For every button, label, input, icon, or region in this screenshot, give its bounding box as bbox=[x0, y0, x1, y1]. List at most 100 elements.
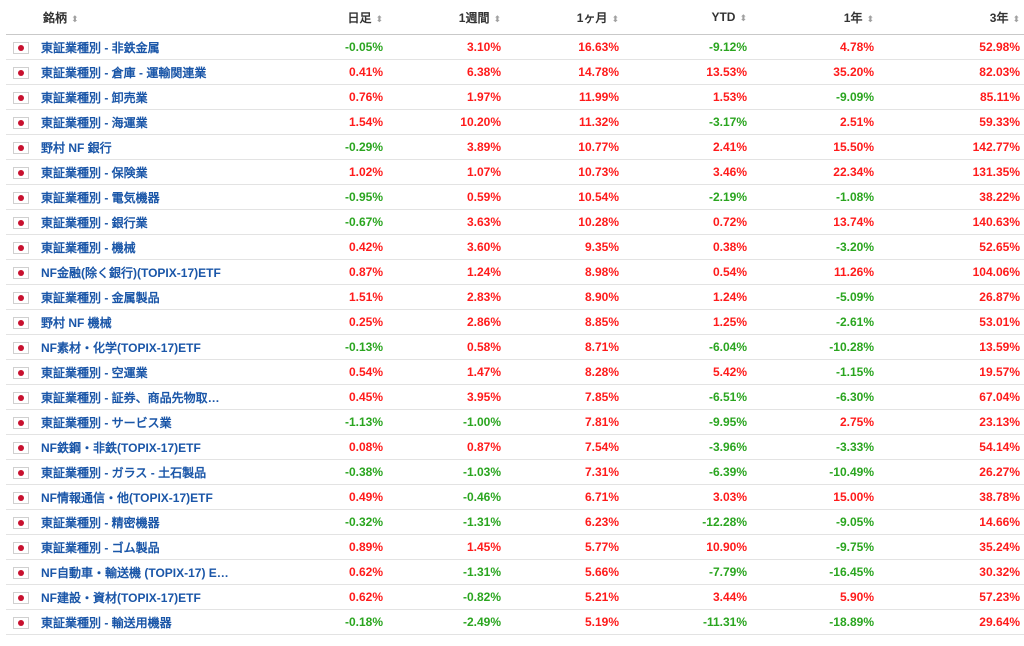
sort-icon[interactable]: ⬍ bbox=[375, 13, 383, 24]
cell-week: 6.38% bbox=[383, 59, 501, 85]
sort-icon[interactable]: ⬍ bbox=[739, 13, 747, 23]
japan-flag-icon bbox=[13, 191, 29, 204]
cell-1y: -9.75% bbox=[747, 534, 874, 560]
flag-cell bbox=[6, 334, 36, 360]
cell-ytd: -9.95% bbox=[619, 409, 747, 435]
flag-cell bbox=[6, 109, 36, 135]
column-header-week[interactable]: 1週間 ⬍ bbox=[383, 0, 501, 35]
instrument-link[interactable]: 東証業種別 - 空運業 bbox=[41, 365, 148, 380]
cell-3y: 53.01% bbox=[874, 309, 1024, 335]
instrument-link[interactable]: 東証業種別 - 非鉄金属 bbox=[41, 40, 160, 55]
instrument-link[interactable]: NF鉄鋼・非鉄(TOPIX-17)ETF bbox=[41, 440, 201, 455]
cell-ytd: -11.31% bbox=[619, 609, 747, 635]
cell-day: -0.13% bbox=[326, 334, 383, 360]
cell-name: NF建設・資材(TOPIX-17)ETF bbox=[36, 584, 326, 610]
japan-flag-icon bbox=[13, 516, 29, 529]
cell-day: 0.62% bbox=[326, 584, 383, 610]
cell-1y: -3.20% bbox=[747, 234, 874, 260]
flag-cell bbox=[6, 409, 36, 435]
table-row: 東証業種別 - サービス業 -1.13% -1.00% 7.81% -9.95% 2.75… bbox=[6, 409, 1024, 435]
instrument-link[interactable]: 東証業種別 - 精密機器 bbox=[41, 515, 160, 530]
instrument-link[interactable]: NF金融(除く銀行)(TOPIX-17)ETF bbox=[41, 265, 221, 280]
instrument-link[interactable]: 東証業種別 - 電気機器 bbox=[41, 190, 160, 205]
instrument-link[interactable]: NF自動車・輸送機 (TOPIX-17) E… bbox=[41, 565, 229, 580]
sort-icon[interactable]: ⬍ bbox=[866, 13, 874, 24]
cell-name: 東証業種別 - 保険業 bbox=[36, 159, 326, 185]
column-header-ytd[interactable]: YTD ⬍ bbox=[619, 0, 747, 35]
column-header-month[interactable]: 1ヶ月 ⬍ bbox=[501, 0, 619, 35]
cell-1y: -10.49% bbox=[747, 459, 874, 485]
instrument-link[interactable]: NF素材・化学(TOPIX-17)ETF bbox=[41, 340, 201, 355]
instrument-link[interactable]: 東証業種別 - サービス業 bbox=[41, 415, 172, 430]
table-row: 東証業種別 - 金属製品 1.51% 2.83% 8.90% 1.24% -5.09% 26… bbox=[6, 284, 1024, 310]
flag-cell bbox=[6, 559, 36, 585]
instrument-link[interactable]: 東証業種別 - 銀行業 bbox=[41, 215, 148, 230]
table-row: 東証業種別 - 精密機器 -0.32% -1.31% 6.23% -12.28% -9.0… bbox=[6, 509, 1024, 535]
instrument-link[interactable]: 東証業種別 - 金属製品 bbox=[41, 290, 160, 305]
cell-3y: 14.66% bbox=[874, 509, 1024, 535]
table-row: 東証業種別 - 電気機器 -0.95% 0.59% 10.54% -2.19% -1.08… bbox=[6, 184, 1024, 210]
flag-cell bbox=[6, 159, 36, 185]
column-header-1y-label: 1年 bbox=[843, 10, 863, 25]
cell-week: 2.86% bbox=[383, 309, 501, 335]
column-header-name[interactable]: 銘柄 ⬍ bbox=[6, 0, 326, 35]
cell-ytd: -6.04% bbox=[619, 334, 747, 360]
instrument-link[interactable]: 東証業種別 - ガラス - 土石製品 bbox=[41, 465, 207, 480]
flag-cell bbox=[6, 434, 36, 460]
instrument-link[interactable]: 東証業種別 - 卸売業 bbox=[41, 90, 148, 105]
table-row: NF鉄鋼・非鉄(TOPIX-17)ETF 0.08% 0.87% 7.54% -3.96… bbox=[6, 434, 1024, 460]
instrument-link[interactable]: 東証業種別 - 海運業 bbox=[41, 115, 148, 130]
flag-cell bbox=[6, 459, 36, 485]
table-row: 東証業種別 - 空運業 0.54% 1.47% 8.28% 5.42% -1.15% 19.… bbox=[6, 359, 1024, 385]
cell-ytd: -12.28% bbox=[619, 509, 747, 535]
instrument-link[interactable]: 野村 NF 機械 bbox=[41, 315, 112, 330]
instrument-link[interactable]: NF建設・資材(TOPIX-17)ETF bbox=[41, 590, 201, 605]
cell-day: -1.13% bbox=[326, 409, 383, 435]
cell-3y: 38.78% bbox=[874, 484, 1024, 510]
sort-icon[interactable]: ⬍ bbox=[493, 13, 501, 24]
cell-3y: 142.77% bbox=[874, 134, 1024, 160]
cell-3y: 57.23% bbox=[874, 584, 1024, 610]
cell-1y: 13.74% bbox=[747, 209, 874, 235]
cell-1y: -16.45% bbox=[747, 559, 874, 585]
cell-name: 東証業種別 - サービス業 bbox=[36, 409, 326, 435]
japan-flag-icon bbox=[13, 66, 29, 79]
cell-name: 東証業種別 - 倉庫 - 運輸関連業 bbox=[36, 59, 326, 85]
cell-month: 7.85% bbox=[501, 384, 619, 410]
cell-1y: -18.89% bbox=[747, 609, 874, 635]
instrument-link[interactable]: 東証業種別 - 証券、商品先物取… bbox=[41, 390, 220, 405]
cell-name: 東証業種別 - 卸売業 bbox=[36, 84, 326, 110]
japan-flag-icon bbox=[13, 291, 29, 304]
cell-week: 0.58% bbox=[383, 334, 501, 360]
cell-1y: -5.09% bbox=[747, 284, 874, 310]
cell-name: 東証業種別 - 輸送用機器 bbox=[36, 609, 326, 635]
flag-cell bbox=[6, 184, 36, 210]
instrument-link[interactable]: 東証業種別 - 輸送用機器 bbox=[41, 615, 172, 630]
instrument-link[interactable]: 野村 NF 銀行 bbox=[41, 140, 112, 155]
instrument-link[interactable]: 東証業種別 - ゴム製品 bbox=[41, 540, 160, 555]
cell-ytd: 2.41% bbox=[619, 134, 747, 160]
cell-1y: 15.00% bbox=[747, 484, 874, 510]
instrument-link[interactable]: 東証業種別 - 保険業 bbox=[41, 165, 148, 180]
japan-flag-icon bbox=[13, 616, 29, 629]
column-header-month-label: 1ヶ月 bbox=[576, 10, 608, 25]
cell-day: 0.45% bbox=[326, 384, 383, 410]
instrument-link[interactable]: 東証業種別 - 機械 bbox=[41, 240, 136, 255]
flag-cell bbox=[6, 484, 36, 510]
sort-icon[interactable]: ⬍ bbox=[1012, 13, 1020, 24]
instrument-link[interactable]: 東証業種別 - 倉庫 - 運輸関連業 bbox=[41, 65, 207, 80]
cell-month: 11.32% bbox=[501, 109, 619, 135]
cell-3y: 29.64% bbox=[874, 609, 1024, 635]
column-header-3y-label: 3年 bbox=[989, 10, 1009, 25]
sort-icon[interactable]: ⬍ bbox=[611, 13, 619, 24]
cell-month: 16.63% bbox=[501, 34, 619, 60]
japan-flag-icon bbox=[13, 441, 29, 454]
japan-flag-icon bbox=[13, 341, 29, 354]
table-row: NF情報通信・他(TOPIX-17)ETF 0.49% -0.46% 6.71% 3.0… bbox=[6, 484, 1024, 510]
column-header-day[interactable]: 日足 ⬍ bbox=[326, 0, 383, 35]
column-header-1y[interactable]: 1年 ⬍ bbox=[747, 0, 874, 35]
column-header-3y[interactable]: 3年 ⬍ bbox=[874, 0, 1024, 35]
instrument-link[interactable]: NF情報通信・他(TOPIX-17)ETF bbox=[41, 490, 213, 505]
sort-icon[interactable]: ⬍ bbox=[71, 13, 79, 24]
cell-month: 10.28% bbox=[501, 209, 619, 235]
